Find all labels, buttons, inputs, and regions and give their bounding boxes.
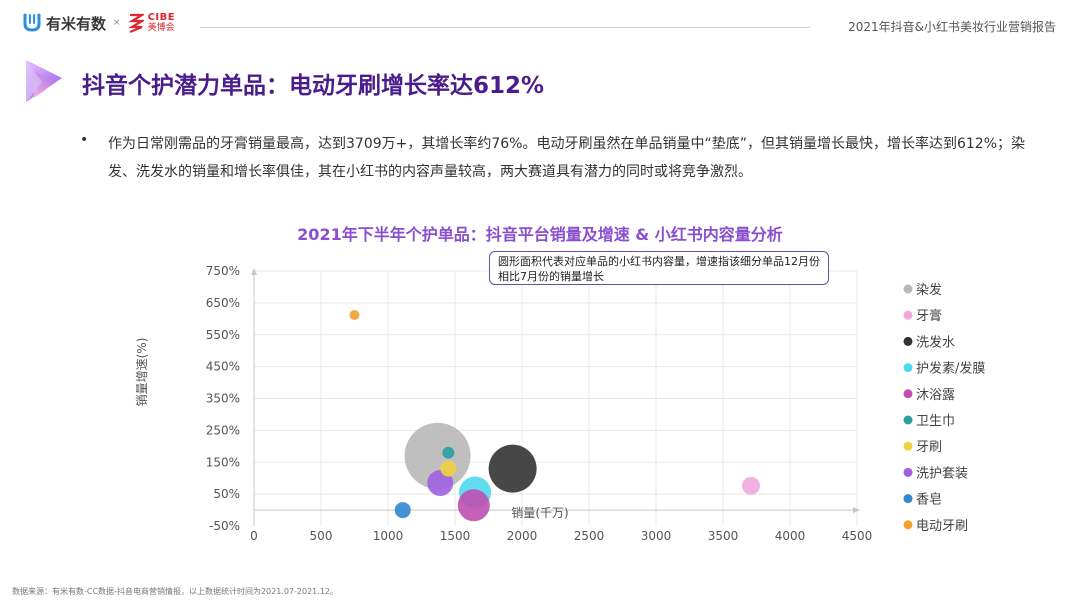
- x-axis-label: 销量(千万): [511, 506, 568, 520]
- header-divider: [200, 27, 810, 28]
- legend-label: 卫生巾: [916, 414, 955, 429]
- summary-text: 作为日常刚需品的牙膏销量最高，达到3709万+，其增长率约76%。电动牙刷虽然在…: [108, 136, 1026, 180]
- legend-label: 香皂: [916, 493, 942, 508]
- legend-label: 沐浴露: [916, 388, 955, 403]
- y-tick-label: 50%: [213, 487, 240, 501]
- y-tick-label: -50%: [209, 519, 240, 533]
- legend-marker: [903, 284, 913, 294]
- legend-label: 牙刷: [916, 440, 942, 455]
- legend-marker: [903, 389, 913, 399]
- bubble-7: [427, 469, 454, 496]
- legend-marker: [903, 441, 913, 451]
- legend-marker: [903, 363, 913, 373]
- legend-label: 护发素/发膜: [916, 361, 985, 377]
- chart-title: 2021年下半年个护单品：抖音平台销量及增速 & 小红书内容量分析: [297, 225, 783, 244]
- title-decoration-icon: [26, 60, 62, 102]
- y-tick-label: 450%: [206, 360, 240, 374]
- x-tick-label: 1000: [373, 529, 404, 543]
- bubble-0: [404, 422, 471, 489]
- x-tick-label: 2500: [574, 529, 605, 543]
- bubble-2: [488, 444, 537, 493]
- y-tick-label: 250%: [206, 423, 240, 437]
- x-tick-label: 4500: [842, 529, 873, 543]
- cibe-logo-icon: [127, 13, 144, 33]
- bubble-9: [349, 309, 360, 320]
- cibe-logo-bottom: 美博会: [147, 23, 175, 33]
- legend-label: 洗护套装: [916, 465, 968, 481]
- page-title: 抖音个护潜力单品：电动牙刷增长率达612%: [82, 73, 545, 99]
- bubble-5: [442, 446, 455, 459]
- logo1-text: 有米有数: [46, 14, 107, 33]
- x-tick-label: 3500: [708, 529, 739, 543]
- y-axis-label: 销量增速(%): [135, 338, 149, 407]
- legend-label: 牙膏: [916, 308, 942, 324]
- legend-label: 染发: [916, 282, 942, 298]
- y-tick-label: 650%: [206, 296, 240, 310]
- legend-label: 电动牙刷: [916, 519, 968, 534]
- x-tick-label: 0: [250, 529, 258, 543]
- cibe-logo: CIBE 美博会: [147, 12, 176, 34]
- chart-annotation: 圆形面积代表对应单品的小红书内容量，增速指该细分单品12月份相比7月份的销量增长: [489, 251, 829, 285]
- source-footnote: 数据来源：有米有数-CC数据-抖音电商营销情报，以上数据统计时间为2021.07…: [12, 587, 338, 596]
- legend-marker: [903, 415, 913, 425]
- bullet-dot: •: [80, 132, 89, 148]
- legend-marker: [903, 494, 913, 504]
- y-tick-label: 150%: [206, 455, 240, 469]
- y-tick-label: 550%: [206, 328, 240, 342]
- summary-bullet: • 作为日常刚需品的牙膏销量最高，达到3709万+，其增长率约76%。电动牙刷虽…: [80, 130, 1040, 186]
- bubble-4: [457, 489, 490, 522]
- legend-marker: [903, 336, 913, 346]
- legend-marker: [903, 467, 913, 477]
- youmi-logo-icon: [23, 13, 41, 32]
- y-axis-arrow-icon: [251, 268, 257, 275]
- bubble-6: [440, 460, 457, 477]
- y-tick-label: 750%: [206, 264, 240, 278]
- x-tick-label: 2000: [507, 529, 538, 543]
- bubble-1: [742, 476, 761, 495]
- x-tick-label: 3000: [641, 529, 672, 543]
- x-tick-label: 4000: [775, 529, 806, 543]
- x-tick-label: 500: [310, 529, 333, 543]
- y-tick-label: 350%: [206, 392, 240, 406]
- page-header: 有米有数 × CIBE 美博会 2021年抖音&小红书美妆行业营销报告: [0, 0, 1080, 50]
- x-tick-label: 1500: [440, 529, 471, 543]
- logo-separator: ×: [113, 18, 121, 28]
- legend-marker: [903, 520, 913, 530]
- bubble-8: [394, 502, 411, 519]
- cibe-logo-top: CIBE: [147, 12, 176, 23]
- logo-area: 有米有数 × CIBE 美博会: [22, 12, 175, 34]
- legend-marker: [903, 310, 913, 320]
- x-axis-arrow-icon: [853, 507, 860, 514]
- bubble-3: [459, 476, 492, 509]
- legend-label: 洗发水: [916, 334, 955, 350]
- report-title: 2021年抖音&小红书美妆行业营销报告: [848, 20, 1056, 34]
